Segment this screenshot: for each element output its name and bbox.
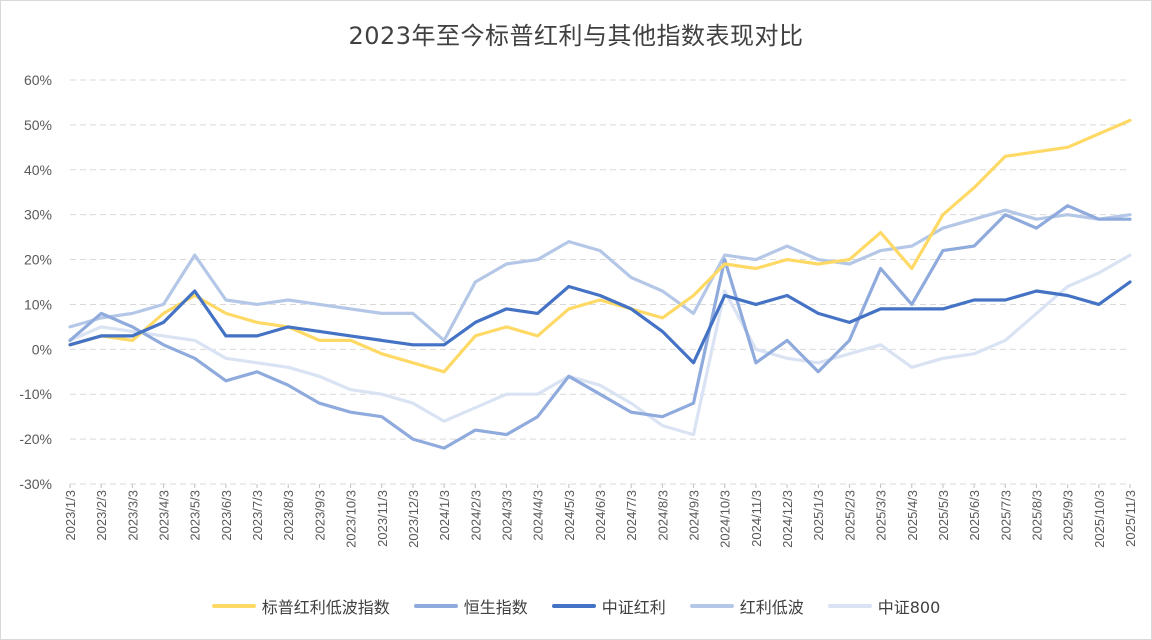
x-tick-label: 2024/8/3 (655, 490, 670, 541)
x-tick-label: 2023/12/3 (406, 490, 421, 548)
legend-swatch (211, 604, 256, 608)
x-tick-label: 2024/7/3 (624, 490, 639, 541)
x-tick-label: 2023/7/3 (250, 490, 265, 541)
chart-title: 2023年至今标普红利与其他指数表现对比 (348, 22, 804, 50)
x-tick-label: 2023/5/3 (188, 490, 203, 541)
x-tick-label: 2025/9/3 (1061, 490, 1076, 541)
x-tick-label: 2023/9/3 (312, 490, 327, 541)
x-tick-label: 2024/1/3 (437, 490, 452, 541)
x-tick-label: 2023/8/3 (281, 490, 296, 541)
legend-label: 中证800 (877, 598, 941, 617)
series-line (68, 208, 1132, 342)
legend-label: 恒生指数 (463, 598, 528, 617)
legend-swatch (551, 604, 596, 608)
x-tick-label: 2023/4/3 (157, 490, 172, 541)
x-tick-label: 2023/10/3 (344, 490, 359, 548)
x-tick-label: 2024/6/3 (593, 490, 608, 541)
x-tick-label: 2025/6/3 (967, 490, 982, 541)
series-line (68, 280, 1132, 365)
legend-item: 标普红利低波指数 (211, 594, 390, 618)
y-tick-label: 30% (24, 207, 52, 223)
y-tick-label: 0% (32, 341, 52, 357)
x-tick-label: 2024/12/3 (780, 490, 795, 548)
x-tick-label: 2023/6/3 (219, 490, 234, 541)
y-tick-label: -20% (19, 431, 52, 447)
x-tick-label: 2024/3/3 (499, 490, 514, 541)
x-tick-label: 2025/3/3 (874, 490, 889, 541)
series-line (68, 204, 1132, 450)
x-tick-label: 2025/1/3 (811, 490, 826, 541)
y-tick-label: 20% (24, 252, 52, 268)
legend-label: 中证红利 (601, 598, 666, 617)
x-tick-label: 2025/11/3 (1123, 490, 1138, 547)
x-tick-label: 2023/2/3 (94, 490, 109, 541)
series-line (68, 118, 1132, 374)
x-tick-label: 2024/5/3 (562, 490, 577, 541)
legend-label: 标普红利低波指数 (261, 598, 390, 617)
x-tick-label: 2024/11/3 (749, 490, 764, 547)
x-tick-label: 2025/5/3 (936, 490, 951, 541)
x-tick-label: 2024/9/3 (687, 490, 702, 541)
x-tick-label: 2025/2/3 (842, 490, 857, 541)
x-tick-label: 2025/8/3 (1029, 490, 1044, 541)
series-line (68, 253, 1132, 437)
x-tick-label: 2025/7/3 (998, 490, 1013, 541)
legend-item: 中证红利 (551, 594, 666, 618)
legend-item: 红利低波 (689, 594, 804, 618)
x-tick-label: 2025/10/3 (1092, 490, 1107, 548)
y-tick-label: 40% (24, 162, 52, 178)
legend-label: 红利低波 (739, 598, 804, 617)
x-tick-label: 2024/10/3 (718, 490, 733, 548)
x-tick-label: 2023/11/3 (375, 490, 390, 547)
legend-swatch (827, 604, 872, 608)
x-tick-label: 2024/2/3 (468, 490, 483, 541)
y-tick-label: -10% (19, 386, 52, 402)
legend-swatch (413, 604, 458, 608)
y-tick-label: 10% (24, 296, 52, 312)
legend-swatch (689, 604, 734, 608)
x-tick-label: 2023/3/3 (125, 490, 140, 541)
x-tick-label: 2025/4/3 (905, 490, 920, 541)
legend-item: 中证800 (827, 594, 941, 618)
y-tick-label: -30% (19, 476, 52, 492)
y-tick-label: 60% (24, 72, 52, 88)
chart-legend: 标普红利低波指数 恒生指数 中证红利 红利低波 中证800 (0, 594, 1152, 618)
y-tick-label: 50% (24, 117, 52, 133)
x-tick-label: 2024/4/3 (531, 490, 546, 541)
x-tick-label: 2023/1/3 (63, 490, 78, 541)
legend-item: 恒生指数 (413, 594, 528, 618)
